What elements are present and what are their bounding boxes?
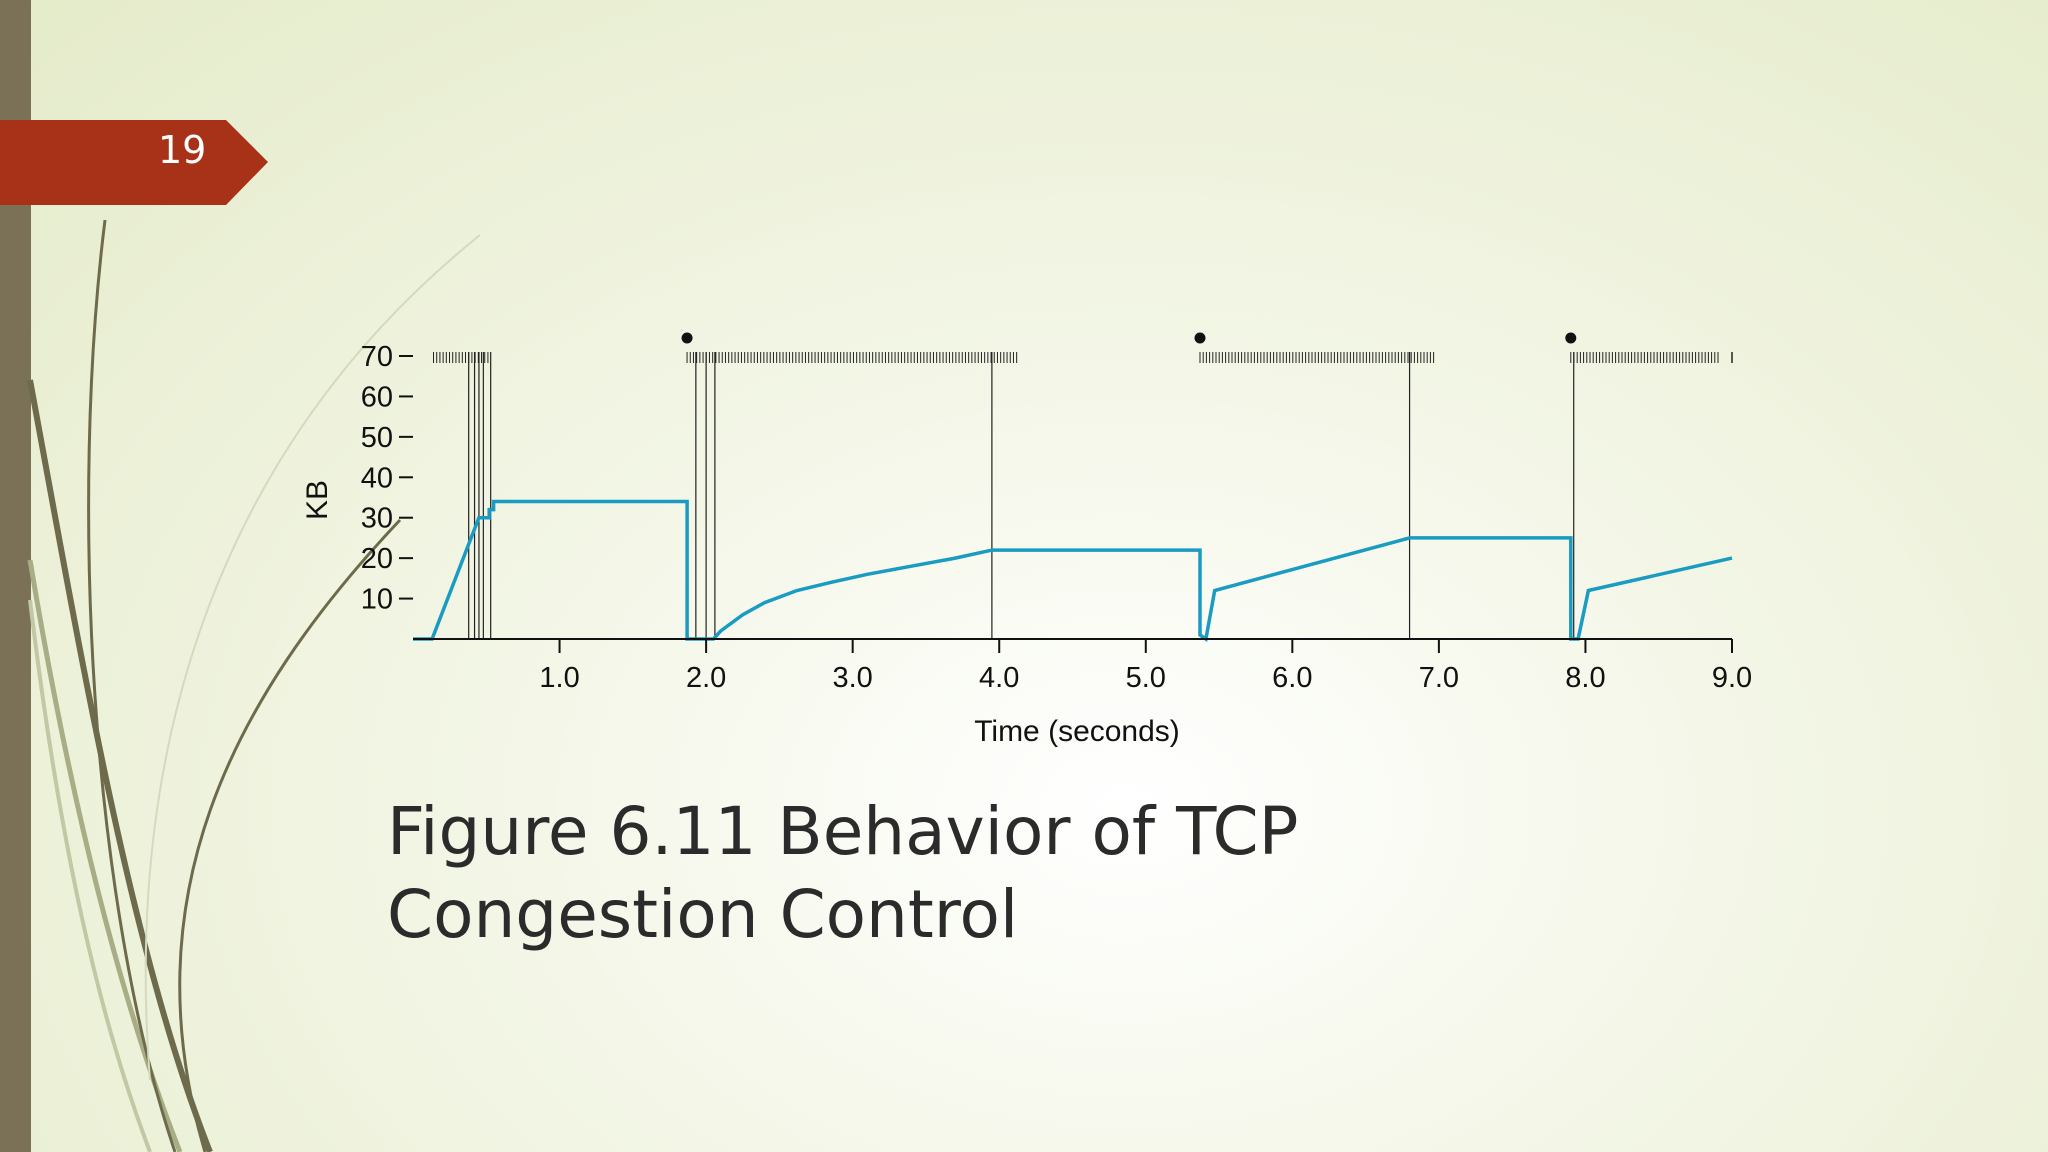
y-tick-label: 60	[361, 381, 393, 413]
packet-tick-row	[1199, 352, 1435, 363]
congestion-window-line	[413, 499, 1733, 642]
packet-tick-row	[1570, 352, 1719, 363]
x-tick-label: 2.0	[686, 662, 726, 694]
x-tick-label: 4.0	[979, 662, 1019, 694]
x-tick-label: 9.0	[1712, 662, 1752, 694]
x-tick-label: 6.0	[1272, 662, 1312, 694]
caption-line-2: Congestion Control	[387, 876, 1019, 953]
x-tick-label: 8.0	[1565, 662, 1605, 694]
y-tick-label: 40	[361, 462, 393, 494]
caption-line-1: Figure 6.11 Behavior of TCP	[387, 793, 1299, 870]
y-tick-label: 20	[361, 543, 393, 575]
x-tick-label: 3.0	[833, 662, 873, 694]
packet-tick-rows	[433, 352, 1733, 363]
packet-tick-row	[433, 352, 489, 363]
y-axis: 10 20 30 40 50 60 70	[361, 341, 413, 616]
x-tick-label: 5.0	[1126, 662, 1166, 694]
timeout-marker	[681, 332, 693, 344]
figure-caption: Figure 6.11 Behavior of TCP Congestion C…	[387, 790, 1387, 956]
y-tick-label: 50	[361, 422, 393, 454]
x-axis: 1.0 2.0 3.0 4.0 5.0 6.0 7.0 8.0 9.0	[539, 639, 1752, 694]
x-tick-label: 7.0	[1419, 662, 1459, 694]
timeout-marker	[1565, 332, 1577, 344]
event-lines	[468, 352, 1575, 639]
x-tick-label: 1.0	[539, 662, 579, 694]
slide-number-tab	[0, 120, 268, 205]
packet-tick-row	[686, 352, 1018, 363]
y-tick-label: 30	[361, 503, 393, 535]
slide-number: 19	[158, 128, 207, 172]
y-tick-label: 10	[361, 584, 393, 616]
y-tick-label: 70	[361, 341, 393, 373]
timeout-markers	[681, 332, 1577, 344]
y-axis-title: KB	[301, 480, 334, 520]
x-axis-title: Time (seconds)	[974, 715, 1180, 748]
timeout-marker	[1194, 332, 1206, 344]
